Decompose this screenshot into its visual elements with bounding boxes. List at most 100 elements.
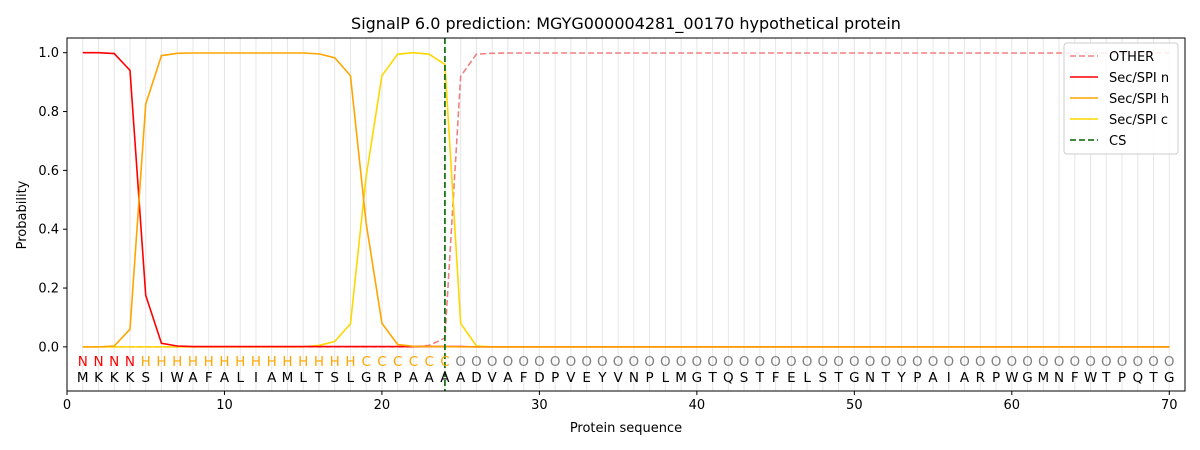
region-label: O	[833, 354, 844, 370]
residue-label: M	[1037, 370, 1049, 386]
region-label: O	[487, 354, 498, 370]
residue-label: F	[520, 370, 528, 386]
region-label: O	[1101, 354, 1112, 370]
region-label: O	[566, 354, 577, 370]
region-label: H	[267, 354, 277, 370]
region-label: H	[330, 354, 340, 370]
residue-label: Y	[896, 370, 906, 386]
residue-label: G	[361, 370, 371, 386]
y-axis-label: Probability	[15, 180, 30, 249]
residue-label: G	[1164, 370, 1174, 386]
residue-label: L	[662, 370, 670, 386]
residue-label: M	[77, 370, 89, 386]
region-label: H	[141, 354, 151, 370]
legend-label: Sec/SPI h	[1109, 92, 1169, 107]
region-label: O	[660, 354, 671, 370]
x-axis-label: Protein sequence	[570, 421, 682, 436]
region-label: H	[314, 354, 324, 370]
region-label: O	[613, 354, 624, 370]
residue-label: W	[1084, 370, 1097, 386]
axis-ticks: 0 10 20 30 40 50 60 70 0.0 0.2 0.4 0.6 0.8 1.0	[38, 46, 1177, 413]
region-label: O	[1164, 354, 1175, 370]
x-tick-label: 40	[689, 398, 706, 413]
region-label: O	[880, 354, 891, 370]
x-tick-label: 20	[374, 398, 391, 413]
region-label: O	[471, 354, 482, 370]
vertical-grid	[82, 38, 1170, 391]
region-label: O	[629, 354, 640, 370]
series-line-sec-spi-n	[82, 51, 1170, 348]
region-label: C	[393, 354, 402, 370]
residue-label: E	[582, 370, 591, 386]
region-label: O	[975, 354, 986, 370]
region-label: O	[1006, 354, 1017, 370]
region-label: C	[377, 354, 386, 370]
residue-label: A	[409, 370, 419, 386]
residue-label: A	[220, 370, 230, 386]
region-label: O	[928, 354, 939, 370]
y-tick-label: 0.4	[38, 223, 59, 238]
region-label: H	[298, 354, 308, 370]
region-label: C	[361, 354, 370, 370]
residue-label: S	[819, 370, 828, 386]
region-label: O	[455, 354, 466, 370]
residue-label: Q	[1132, 370, 1143, 386]
residue-label: S	[330, 370, 339, 386]
region-label: O	[1038, 354, 1049, 370]
legend-label: CS	[1109, 134, 1126, 149]
residue-label: V	[566, 370, 576, 386]
region-label: H	[156, 354, 166, 370]
region-label: H	[251, 354, 261, 370]
y-tick-label: 0.6	[38, 164, 59, 179]
residue-label: A	[960, 370, 970, 386]
x-tick-label: 60	[1004, 398, 1021, 413]
region-label: O	[943, 354, 954, 370]
residue-label: G	[692, 370, 702, 386]
region-label: O	[1085, 354, 1096, 370]
region-label: O	[959, 354, 970, 370]
x-tick-label: 50	[846, 398, 863, 413]
residue-label: W	[1005, 370, 1018, 386]
residue-label: P	[1118, 370, 1126, 386]
region-label: H	[345, 354, 355, 370]
residue-label: A	[425, 370, 435, 386]
region-label: O	[1054, 354, 1065, 370]
residue-label: A	[456, 370, 466, 386]
region-label: H	[172, 354, 182, 370]
region-label: H	[204, 354, 214, 370]
residue-label: A	[440, 370, 450, 386]
region-label: O	[770, 354, 781, 370]
residue-label: N	[865, 370, 875, 386]
series-line-sec-spi-h	[82, 52, 1170, 348]
residue-label: R	[976, 370, 985, 386]
region-label: O	[644, 354, 655, 370]
residue-label: E	[787, 370, 796, 386]
residue-label: T	[1148, 370, 1158, 386]
residue-label: L	[236, 370, 244, 386]
y-tick-label: 1.0	[38, 46, 59, 61]
residue-label: A	[267, 370, 277, 386]
region-label: O	[518, 354, 529, 370]
region-label: O	[739, 354, 750, 370]
residue-label: A	[928, 370, 938, 386]
residue-label: L	[347, 370, 355, 386]
residue-label: V	[488, 370, 498, 386]
axes-frame	[66, 37, 1186, 392]
residue-label: T	[707, 370, 717, 386]
residue-label: N	[629, 370, 639, 386]
residue-label: I	[254, 370, 258, 386]
residue-label: N	[1054, 370, 1064, 386]
residue-label: T	[314, 370, 324, 386]
residue-label: G	[849, 370, 859, 386]
region-label: O	[503, 354, 514, 370]
residue-label: D	[534, 370, 544, 386]
region-label: O	[1132, 354, 1143, 370]
residue-label: M	[282, 370, 294, 386]
series-line-sec-spi-c	[82, 51, 1170, 348]
residue-label: D	[471, 370, 481, 386]
residue-label: T	[1101, 370, 1111, 386]
region-label: C	[440, 354, 449, 370]
region-label: O	[786, 354, 797, 370]
